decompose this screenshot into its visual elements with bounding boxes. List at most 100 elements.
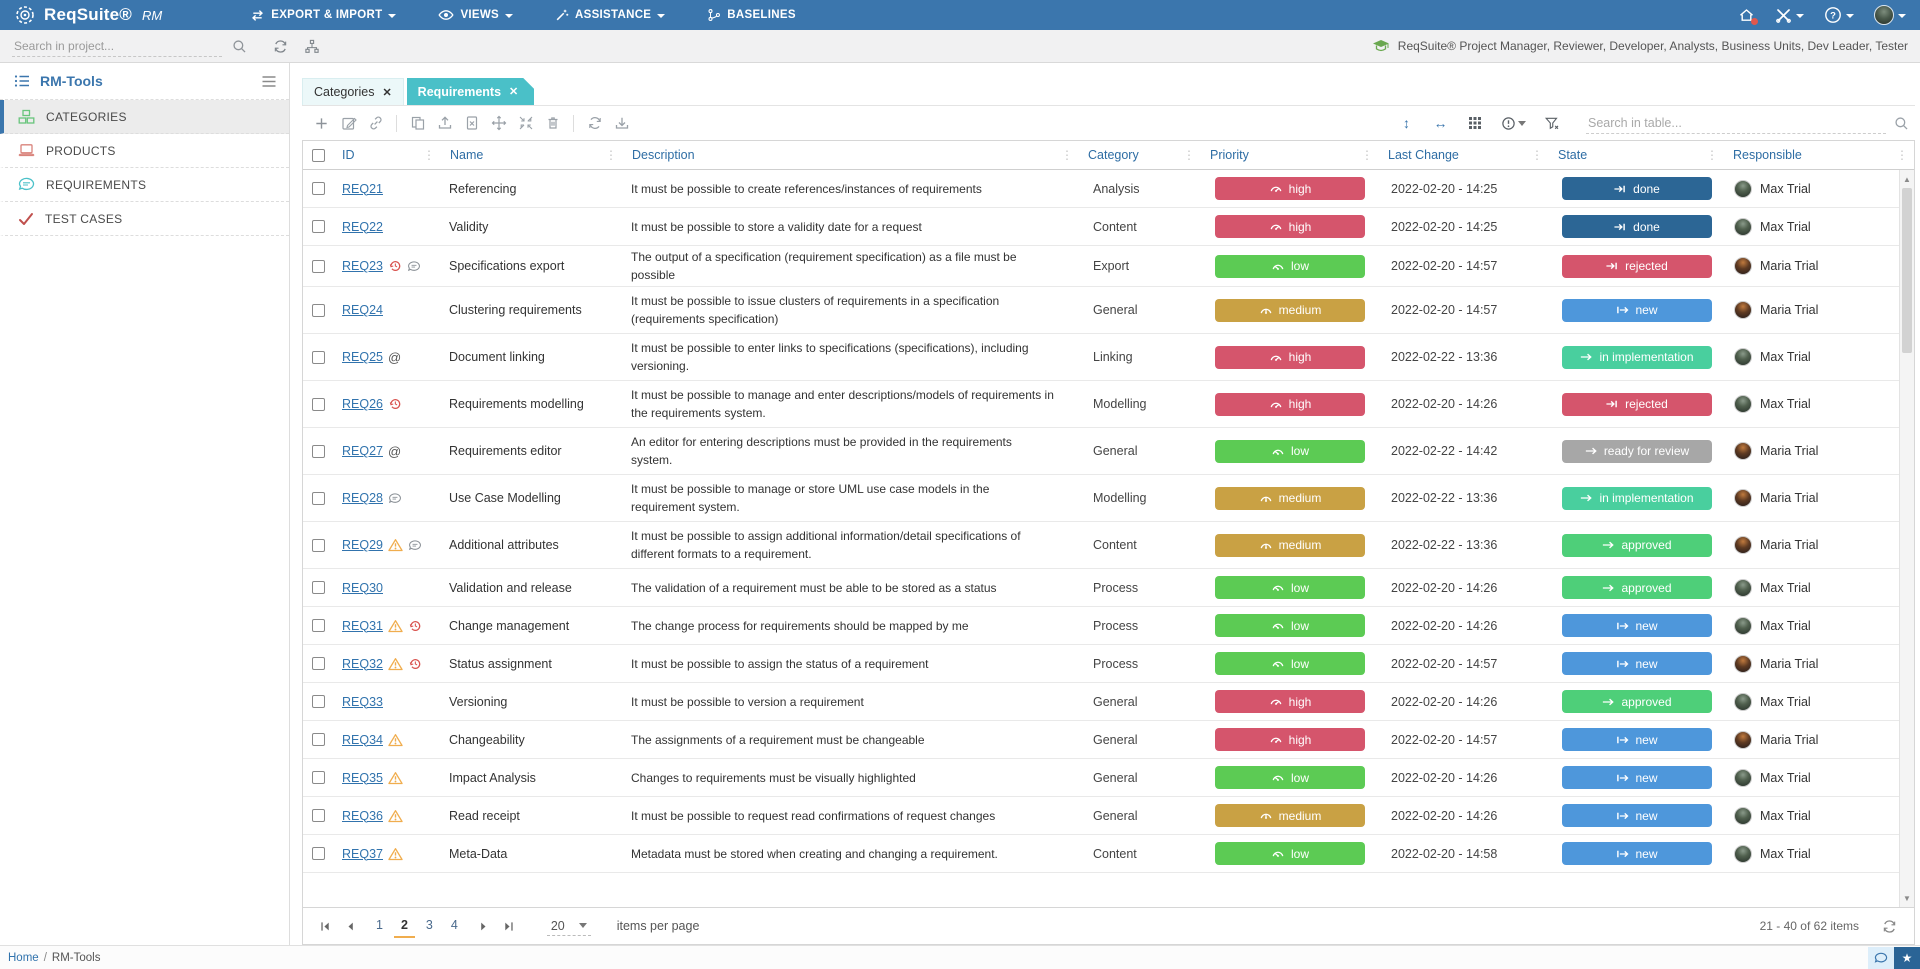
export-upload-button[interactable] — [436, 114, 453, 132]
sidebar-item-products[interactable]: PRODUCTS — [0, 134, 289, 168]
import-download-button[interactable] — [613, 114, 630, 132]
row-checkbox[interactable] — [311, 581, 325, 594]
menu-export-import[interactable]: EXPORT & IMPORT — [250, 9, 397, 22]
link-button[interactable] — [367, 114, 384, 132]
breadcrumb-home-link[interactable]: Home — [8, 951, 39, 964]
requirement-id-link[interactable]: REQ33 — [342, 694, 383, 709]
row-checkbox[interactable] — [311, 695, 325, 708]
row-checkbox[interactable] — [311, 303, 325, 317]
home-button[interactable] — [1738, 7, 1758, 25]
page-button-3[interactable]: 3 — [425, 917, 433, 932]
requirement-id-link[interactable]: REQ22 — [342, 219, 383, 234]
sitemap-icon[interactable] — [304, 39, 320, 54]
requirement-id-link[interactable]: REQ23 — [342, 259, 383, 273]
sidebar-item-requirements[interactable]: REQUIREMENTS — [0, 168, 289, 202]
row-checkbox[interactable] — [311, 491, 325, 505]
column-chooser-button[interactable] — [1466, 114, 1483, 132]
menu-assistance[interactable]: ASSISTANCE — [555, 8, 666, 22]
column-menu-icon[interactable]: ⋮ — [1531, 148, 1543, 162]
row-checkbox[interactable] — [311, 771, 325, 784]
requirement-id-link[interactable]: REQ30 — [342, 580, 383, 595]
scroll-up-arrow[interactable]: ▲ — [1903, 174, 1911, 184]
row-checkbox[interactable] — [311, 350, 325, 364]
row-checkbox[interactable] — [311, 733, 325, 746]
select-all-checkbox[interactable] — [311, 148, 325, 162]
edit-button[interactable] — [340, 114, 357, 132]
column-header-category[interactable]: Category ⋮ — [1088, 148, 1195, 162]
requirement-id-link[interactable]: REQ37 — [342, 846, 383, 861]
row-checkbox[interactable] — [311, 657, 325, 670]
sidebar-item-categories[interactable]: CATEGORIES — [0, 100, 289, 134]
column-menu-icon[interactable]: ⋮ — [1706, 148, 1718, 162]
issues-filter-button[interactable] — [1500, 114, 1526, 132]
scrollbar-thumb[interactable] — [1902, 188, 1912, 353]
menu-views[interactable]: VIEWS — [438, 9, 513, 21]
collapse-button[interactable] — [517, 114, 534, 132]
column-header-name[interactable]: Name ⋮ — [450, 148, 617, 162]
move-button[interactable] — [490, 114, 507, 132]
last-page-button[interactable] — [496, 921, 521, 932]
column-header-state[interactable]: State ⋮ — [1558, 148, 1718, 162]
requirement-id-link[interactable]: REQ35 — [342, 770, 383, 785]
chat-button[interactable] — [1868, 947, 1894, 969]
refresh-grid-button[interactable] — [1875, 919, 1904, 934]
page-button-4[interactable]: 4 — [450, 917, 458, 932]
project-search-input[interactable] — [12, 35, 222, 57]
close-icon[interactable]: ✕ — [382, 86, 392, 99]
column-menu-icon[interactable]: ⋮ — [605, 148, 617, 162]
column-header-id[interactable]: ID ⋮ — [342, 148, 435, 162]
requirement-id-link[interactable]: REQ24 — [342, 303, 383, 317]
row-checkbox[interactable] — [311, 397, 325, 411]
row-checkbox[interactable] — [311, 444, 325, 458]
requirement-id-link[interactable]: REQ27 — [342, 444, 383, 458]
requirement-id-link[interactable]: REQ26 — [342, 397, 383, 411]
table-search-input[interactable] — [1586, 112, 1886, 134]
row-checkbox[interactable] — [311, 847, 325, 860]
column-menu-icon[interactable]: ⋮ — [1361, 148, 1373, 162]
page-size-select[interactable]: 20 — [546, 917, 591, 936]
help-menu-button[interactable]: ? — [1824, 6, 1854, 24]
column-menu-icon[interactable]: ⋮ — [423, 148, 435, 162]
column-header-description[interactable]: Description ⋮ — [632, 148, 1073, 162]
delete-button[interactable] — [544, 114, 561, 132]
row-checkbox[interactable] — [311, 182, 325, 195]
column-header-priority[interactable]: Priority ⋮ — [1210, 148, 1373, 162]
column-header-last-change[interactable]: Last Change ⋮ — [1388, 148, 1543, 162]
favorites-button[interactable]: ★ — [1894, 947, 1920, 969]
user-menu-button[interactable] — [1874, 5, 1906, 25]
refresh-icon[interactable] — [273, 39, 288, 54]
requirement-id-link[interactable]: REQ34 — [342, 732, 383, 747]
recycle-button[interactable] — [586, 114, 603, 132]
requirement-id-link[interactable]: REQ36 — [342, 808, 383, 823]
close-icon[interactable]: ✕ — [509, 86, 519, 98]
add-button[interactable] — [313, 114, 330, 132]
copy-button[interactable] — [409, 114, 426, 132]
requirement-id-link[interactable]: REQ28 — [342, 491, 383, 505]
column-menu-icon[interactable]: ⋮ — [1061, 148, 1073, 162]
app-logo[interactable]: ReqSuite® RM — [14, 4, 162, 26]
page-button-1[interactable]: 1 — [376, 917, 383, 932]
column-menu-icon[interactable]: ⋮ — [1896, 148, 1908, 162]
row-checkbox[interactable] — [311, 259, 325, 273]
vertical-scrollbar[interactable]: ▲ ▼ — [1899, 170, 1914, 907]
row-checkbox[interactable] — [311, 220, 325, 233]
previous-page-button[interactable] — [338, 921, 363, 932]
tab-categories[interactable]: Categories ✕ — [302, 78, 404, 105]
requirement-id-link[interactable]: REQ32 — [342, 656, 383, 671]
search-icon[interactable] — [232, 39, 247, 54]
clear-filter-button[interactable] — [1543, 114, 1560, 132]
tools-menu-button[interactable] — [1775, 7, 1804, 24]
column-menu-icon[interactable]: ⋮ — [1183, 148, 1195, 162]
requirement-id-link[interactable]: REQ21 — [342, 181, 383, 196]
menu-baselines[interactable]: BASELINES — [707, 8, 796, 22]
row-checkbox[interactable] — [311, 538, 325, 552]
sidebar-item-test-cases[interactable]: TEST CASES — [0, 202, 289, 236]
requirement-id-link[interactable]: REQ31 — [342, 618, 383, 633]
scroll-down-arrow[interactable]: ▼ — [1903, 893, 1911, 903]
sidebar-collapse-button[interactable] — [261, 75, 277, 88]
row-checkbox[interactable] — [311, 619, 325, 632]
next-page-button[interactable] — [471, 921, 496, 932]
expand-rows-button[interactable]: ↕ — [1398, 114, 1415, 132]
first-page-button[interactable] — [313, 921, 338, 932]
requirement-id-link[interactable]: REQ29 — [342, 538, 383, 552]
